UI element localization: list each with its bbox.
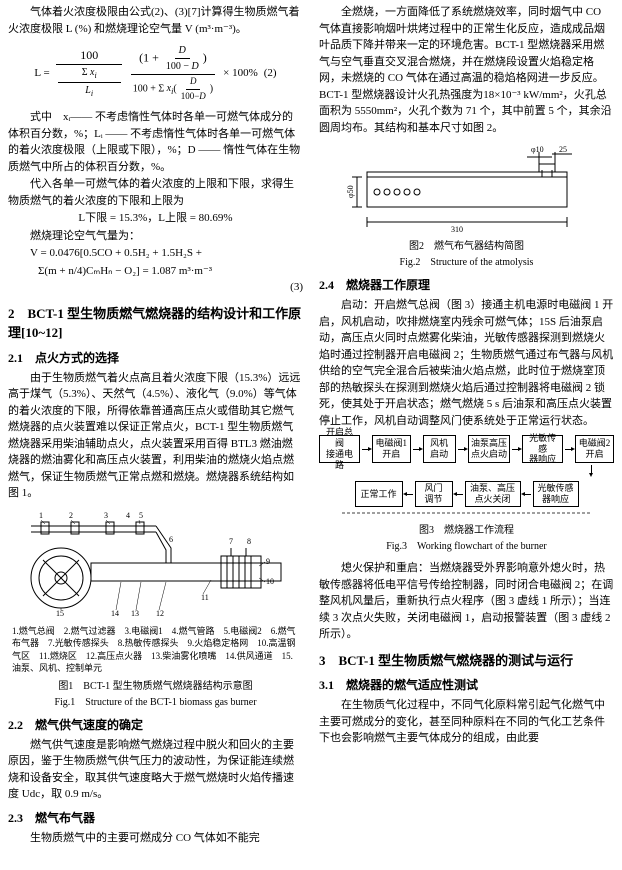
atmolysis-structure-diagram: 310 φ50 φ10 25 [347,142,587,237]
svg-text:2: 2 [69,511,73,520]
svg-text:8: 8 [247,537,251,546]
para: 式中 xᵢ—— 不考虑惰性气体时各单一可燃气体成分的体积百分数，%；Lᵢ —— … [8,109,303,175]
formula-2: L = 100 Σ xiLi (1 + D100 − D) 100 + Σ xi… [8,43,303,103]
para: 气体着火浓度极限由公式(2)、(3)[7]计算得生物质燃气着火浓度极限 L (%… [8,4,303,37]
para: 在生物质气化过程中，不同气化原料常引起气化燃气中主要可燃成分的变化，甚至同种原料… [319,697,614,747]
flow-node-fan: 风机启动 [423,435,456,463]
section-2.1-heading: 2.1 点火方式的选择 [8,349,303,367]
figure-1-caption: 图1 BCT-1 型生物质燃气燃烧器结构示意图 [8,679,303,694]
section-2.4-heading: 2.4 燃烧器工作原理 [319,276,614,294]
svg-text:25: 25 [559,145,567,154]
svg-text:15: 15 [56,609,64,618]
svg-text:12: 12 [156,609,164,618]
svg-text:1: 1 [39,511,43,520]
right-column: 全燃烧，一方面降低了系统燃烧效率，同时烟气中 CO 气体直接影响烟叶烘烤过程中的… [311,0,622,870]
para: 生物质燃气中的主要可燃成分 CO 气体如不能完 [8,830,303,847]
flow-dashed-lines [322,507,612,519]
figure-1-caption-en: Fig.1 Structure of the BCT-1 biomass gas… [8,695,303,710]
svg-text:310: 310 [451,225,463,234]
para: 燃气供气速度是影响燃气燃烧过程中脱火和回火的主要原因，鉴于生物质燃气供气压力的波… [8,737,303,803]
svg-text:13: 13 [131,609,139,618]
flow-row-bottom: 正常工作 风门调节 油泵、高压点火关闭 光敏传感器响应 [319,481,614,507]
svg-text:φ50: φ50 [347,185,355,198]
svg-text:11: 11 [201,593,209,602]
section-2-heading: 2 BCT-1 型生物质燃气燃烧器的结构设计和工作原理[10~12] [8,304,303,343]
flow-node-start: 开启总阀接通电路 [319,435,360,463]
para: 全燃烧，一方面降低了系统燃烧效率，同时烟气中 CO 气体直接影响烟叶烘烤过程中的… [319,4,614,136]
eq-L: L下限 = 15.3%，L上限 = 80.69% [8,210,303,227]
svg-text:φ10: φ10 [531,145,544,154]
figure-1-legend: 1.燃气总阀 2.燃气过滤器 3.电磁阀1 4.燃气管路 5.电磁阀2 6.燃气… [8,623,303,677]
para: 启动：开启燃气总阀（图 3）接通主机电源时电磁阀 1 开启，风机启动，吹排燃烧室… [319,297,614,429]
section-2.3-heading: 2.3 燃气布气器 [8,809,303,827]
figure-3: 开启总阀接通电路 电磁阀1开启 风机启动 油泵高压点火启动 光敏传感器响应 电磁… [319,435,614,554]
left-column: 气体着火浓度极限由公式(2)、(3)[7]计算得生物质燃气着火浓度极限 L (%… [0,0,311,870]
section-3-heading: 3 BCT-1 型生物质燃气燃烧器的测试与运行 [319,651,614,671]
figure-3-caption: 图3 燃烧器工作流程 [319,523,614,538]
figure-2: 310 φ50 φ10 25 图2 燃气布气器结构简图 Fig.2 Struct… [319,142,614,270]
svg-text:14: 14 [111,609,119,618]
svg-text:6: 6 [169,535,173,544]
para: 燃烧理论空气气量为： [8,228,303,245]
figure-2-caption-en: Fig.2 Structure of the atmolysis [319,255,614,270]
flow-row-top: 开启总阀接通电路 电磁阀1开启 风机启动 油泵高压点火启动 光敏传感器响应 电磁… [319,435,614,463]
flow-node-valve2: 电磁阀2开启 [575,435,614,463]
eq-V-no: (3) [8,279,303,296]
section-3.1-heading: 3.1 燃烧器的燃气适应性测试 [319,676,614,694]
flow-node-damper: 风门调节 [415,481,453,507]
flow-node-valve1: 电磁阀1开启 [372,435,411,463]
eq-V-line2: Σ(m + n/4)CₘHₙ − O₂] = 1.087 m³·m⁻³ [38,263,212,280]
flow-node-light-sensor: 光敏传感器响应 [522,435,563,463]
figure-2-caption: 图2 燃气布气器结构简图 [319,239,614,254]
figure-3-caption-en: Fig.3 Working flowchart of the burner [319,539,614,554]
svg-text:3: 3 [104,511,108,520]
svg-text:7: 7 [229,537,233,546]
section-2.2-heading: 2.2 燃气供气速度的确定 [8,716,303,734]
flow-node-light-sensor2: 光敏传感器响应 [533,481,579,507]
flow-node-pump-off: 油泵、高压点火关闭 [465,481,521,507]
para: 由于生物质燃气着火点高且着火浓度下限（15.3%）远远高于煤气（5.3%）、天然… [8,370,303,502]
flow-node-pump: 油泵高压点火启动 [468,435,511,463]
svg-text:5: 5 [139,511,143,520]
burner-structure-diagram: 123 456 78 910 11 1413 1215 [21,508,291,623]
flow-node-normal: 正常工作 [355,481,403,507]
eq-V-line1: V = 0.0476[0.5CO + 0.5H₂ + 1.5H₂S + [8,245,303,262]
svg-text:4: 4 [126,511,130,520]
svg-text:9: 9 [266,557,270,566]
para: 熄火保护和重启：当燃烧器受外界影响意外熄火时，热敏传感器将低电平信号传给控制器，… [319,560,614,643]
svg-text:10: 10 [266,577,274,586]
para: 代入各单一可燃气体的着火浓度的上限和下限，求得生物质燃气的着火浓度的下限和上限为 [8,176,303,209]
figure-1: 123 456 78 910 11 1413 1215 1.燃气总阀 2.燃气过… [8,508,303,710]
